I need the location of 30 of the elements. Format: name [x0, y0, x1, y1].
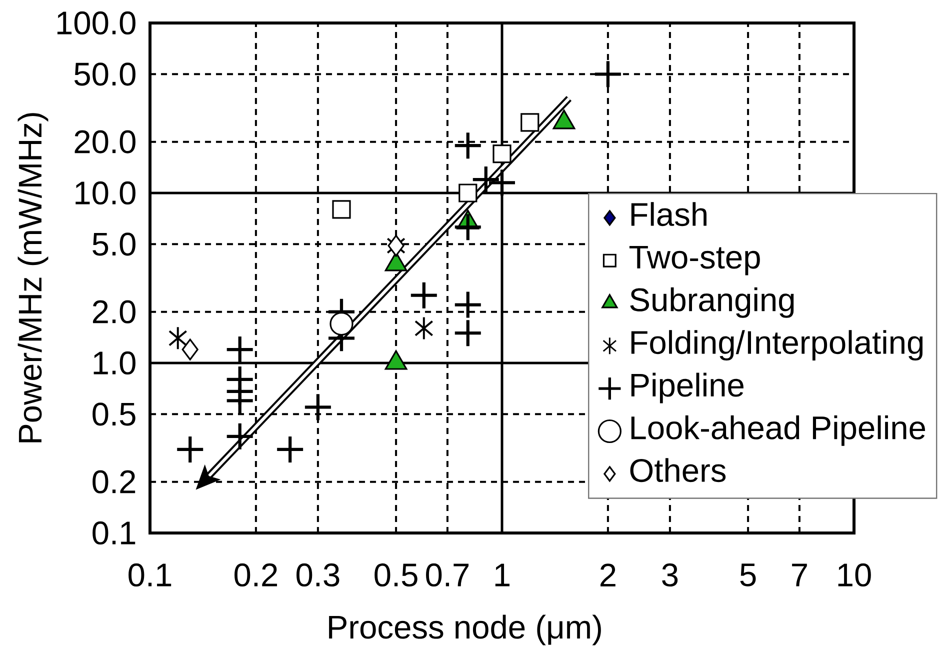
y-axis-title: Power/MHz (mW/MHz) [18, 113, 48, 442]
x-tick-label: 5 [740, 564, 756, 586]
x-tick-label: 0.2 [234, 563, 278, 587]
x-tick-label: 0.3 [296, 563, 340, 587]
y-tick-label: 0.1 [92, 521, 136, 545]
y-tick-label: 0.5 [92, 402, 136, 426]
x-tick-label: 0.5 [374, 563, 418, 587]
y-tick-label: 50.0 [74, 62, 136, 86]
x-tick-label: 0.7 [426, 563, 469, 587]
x-tick-label: 3 [662, 563, 678, 587]
y-tick-label: 5.0 [92, 232, 136, 256]
legend-label: Flash [631, 202, 706, 226]
legend-label: Others [630, 458, 726, 482]
x-tick-label: 10 [838, 563, 871, 587]
y-tick-label: 20.0 [74, 130, 136, 154]
y-tick-label: 10.0 [76, 181, 136, 205]
y-tick-label: 100.0 [57, 11, 136, 35]
x-axis-title: Process node (μm) [329, 614, 601, 646]
x-tick-label: 7 [792, 564, 807, 586]
legend-label: Look-ahead Pipeline [631, 415, 926, 446]
x-tick-label: 1 [495, 564, 510, 586]
y-tick-label: 1.0 [94, 351, 136, 375]
y-tick-label: 2.0 [92, 300, 136, 324]
legend-label: Subranging [630, 287, 794, 318]
y-tick-label: 0.2 [92, 470, 136, 494]
legend-label: Two-step [629, 246, 760, 276]
x-tick-label: 0.1 [128, 563, 172, 587]
legend-label: Folding/Interpolating [631, 330, 923, 361]
legend-label: Pipeline [631, 372, 744, 404]
x-tick-label: 2 [600, 564, 616, 586]
